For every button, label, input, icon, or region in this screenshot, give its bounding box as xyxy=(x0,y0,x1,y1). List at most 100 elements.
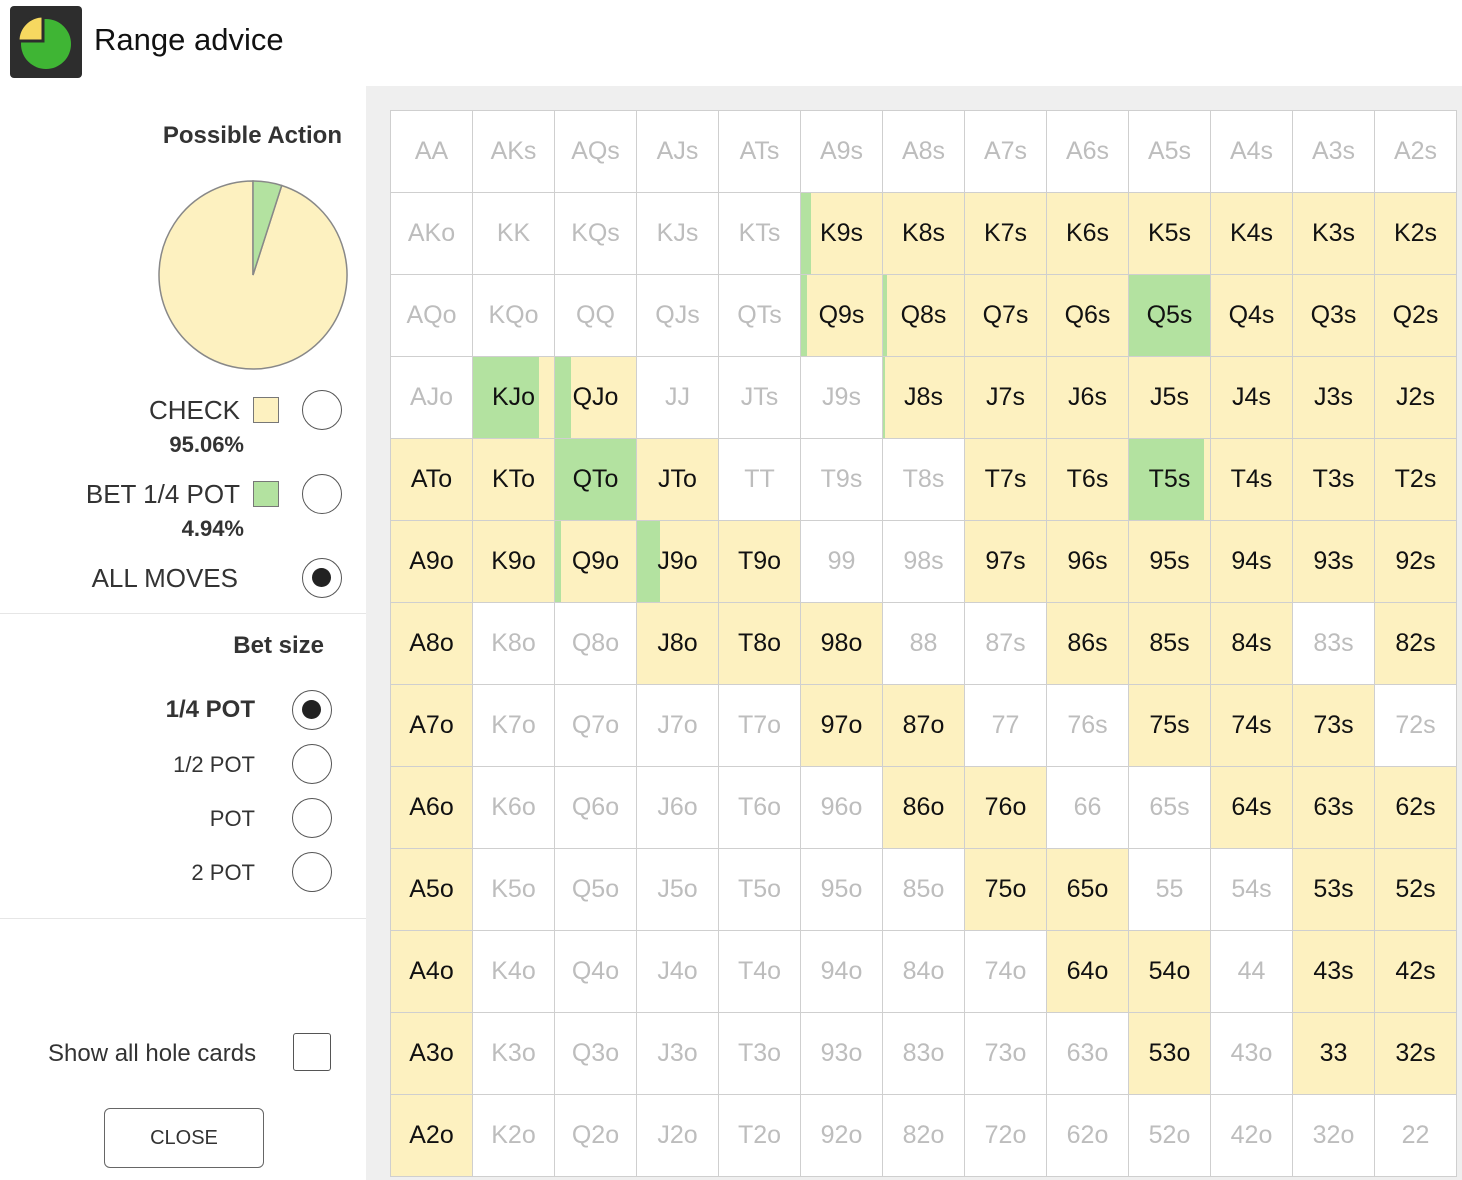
hand-cell[interactable]: J6s xyxy=(1047,357,1129,439)
hand-cell[interactable]: Q9o xyxy=(555,521,637,603)
hand-cell[interactable]: K2o xyxy=(473,1095,555,1177)
hand-cell[interactable]: 33 xyxy=(1293,1013,1375,1095)
hand-cell[interactable]: K5s xyxy=(1129,193,1211,275)
hand-cell[interactable]: 85s xyxy=(1129,603,1211,685)
hand-cell[interactable]: AJo xyxy=(391,357,473,439)
hand-cell[interactable]: AA xyxy=(391,111,473,193)
hand-cell[interactable]: 85o xyxy=(883,849,965,931)
hand-cell[interactable]: TT xyxy=(719,439,801,521)
hand-cell[interactable]: A8o xyxy=(391,603,473,685)
hand-cell[interactable]: 98o xyxy=(801,603,883,685)
bet-size-two-pot-radio[interactable] xyxy=(292,852,332,892)
hand-cell[interactable]: J8s xyxy=(883,357,965,439)
hand-cell[interactable]: 96s xyxy=(1047,521,1129,603)
hand-cell[interactable]: A9s xyxy=(801,111,883,193)
hand-cell[interactable]: 43s xyxy=(1293,931,1375,1013)
hand-cell[interactable]: AJs xyxy=(637,111,719,193)
hand-cell[interactable]: 96o xyxy=(801,767,883,849)
hand-cell[interactable]: 74s xyxy=(1211,685,1293,767)
hand-cell[interactable]: 52o xyxy=(1129,1095,1211,1177)
hand-cell[interactable]: Q7o xyxy=(555,685,637,767)
hand-cell[interactable]: T4o xyxy=(719,931,801,1013)
hand-cell[interactable]: 94s xyxy=(1211,521,1293,603)
bet-quarter-pot-radio[interactable] xyxy=(302,474,342,514)
hand-cell[interactable]: KK xyxy=(473,193,555,275)
hand-cell[interactable]: A4s xyxy=(1211,111,1293,193)
hand-cell[interactable]: QTs xyxy=(719,275,801,357)
hand-cell[interactable]: J7o xyxy=(637,685,719,767)
hand-cell[interactable]: J6o xyxy=(637,767,719,849)
hand-cell[interactable]: Q2s xyxy=(1375,275,1457,357)
hand-cell[interactable]: 65o xyxy=(1047,849,1129,931)
hand-cell[interactable]: A5o xyxy=(391,849,473,931)
hand-cell[interactable]: JTs xyxy=(719,357,801,439)
hand-cell[interactable]: 97o xyxy=(801,685,883,767)
hand-cell[interactable]: 86s xyxy=(1047,603,1129,685)
bet-size-half-pot-radio[interactable] xyxy=(292,744,332,784)
hand-cell[interactable]: K3o xyxy=(473,1013,555,1095)
hand-cell[interactable]: Q8s xyxy=(883,275,965,357)
hand-cell[interactable]: J2s xyxy=(1375,357,1457,439)
hand-cell[interactable]: 64s xyxy=(1211,767,1293,849)
hand-cell[interactable]: T5o xyxy=(719,849,801,931)
hand-cell[interactable]: Q3s xyxy=(1293,275,1375,357)
hand-cell[interactable]: J2o xyxy=(637,1095,719,1177)
hand-cell[interactable]: J9s xyxy=(801,357,883,439)
hand-cell[interactable]: 32s xyxy=(1375,1013,1457,1095)
hand-cell[interactable]: QQ xyxy=(555,275,637,357)
all-moves-radio[interactable] xyxy=(302,558,342,598)
hand-cell[interactable]: A7o xyxy=(391,685,473,767)
hand-cell[interactable]: Q5o xyxy=(555,849,637,931)
hand-cell[interactable]: J7s xyxy=(965,357,1047,439)
hand-cell[interactable]: J3s xyxy=(1293,357,1375,439)
hand-cell[interactable]: AQs xyxy=(555,111,637,193)
hand-cell[interactable]: ATo xyxy=(391,439,473,521)
hand-cell[interactable]: 63s xyxy=(1293,767,1375,849)
hand-cell[interactable]: 65s xyxy=(1129,767,1211,849)
hand-cell[interactable]: K8o xyxy=(473,603,555,685)
hand-cell[interactable]: QJo xyxy=(555,357,637,439)
hand-cell[interactable]: 86o xyxy=(883,767,965,849)
hand-cell[interactable]: Q8o xyxy=(555,603,637,685)
hand-cell[interactable]: 54o xyxy=(1129,931,1211,1013)
hand-cell[interactable]: 82s xyxy=(1375,603,1457,685)
hand-cell[interactable]: Q6s xyxy=(1047,275,1129,357)
hand-cell[interactable]: T6s xyxy=(1047,439,1129,521)
hand-cell[interactable]: J4o xyxy=(637,931,719,1013)
hand-cell[interactable]: T9o xyxy=(719,521,801,603)
hand-cell[interactable]: Q9s xyxy=(801,275,883,357)
hand-cell[interactable]: Q3o xyxy=(555,1013,637,1095)
hand-cell[interactable]: 74o xyxy=(965,931,1047,1013)
hand-cell[interactable]: A3s xyxy=(1293,111,1375,193)
hand-cell[interactable]: A2o xyxy=(391,1095,473,1177)
hand-cell[interactable]: Q2o xyxy=(555,1095,637,1177)
hand-cell[interactable]: 72o xyxy=(965,1095,1047,1177)
hand-cell[interactable]: 75o xyxy=(965,849,1047,931)
hand-cell[interactable]: 22 xyxy=(1375,1095,1457,1177)
hand-cell[interactable]: 42s xyxy=(1375,931,1457,1013)
hand-cell[interactable]: 93o xyxy=(801,1013,883,1095)
hand-cell[interactable]: T2s xyxy=(1375,439,1457,521)
hand-cell[interactable]: K4o xyxy=(473,931,555,1013)
hand-cell[interactable]: Q7s xyxy=(965,275,1047,357)
hand-cell[interactable]: 43o xyxy=(1211,1013,1293,1095)
hand-cell[interactable]: J8o xyxy=(637,603,719,685)
hand-cell[interactable]: QJs xyxy=(637,275,719,357)
hand-cell[interactable]: 73s xyxy=(1293,685,1375,767)
hand-cell[interactable]: 53s xyxy=(1293,849,1375,931)
hand-cell[interactable]: 93s xyxy=(1293,521,1375,603)
hand-cell[interactable]: A4o xyxy=(391,931,473,1013)
hand-cell[interactable]: 92s xyxy=(1375,521,1457,603)
hand-cell[interactable]: T5s xyxy=(1129,439,1211,521)
hand-cell[interactable]: 42o xyxy=(1211,1095,1293,1177)
hand-cell[interactable]: 53o xyxy=(1129,1013,1211,1095)
hand-cell[interactable]: Q5s xyxy=(1129,275,1211,357)
hand-cell[interactable]: K2s xyxy=(1375,193,1457,275)
hand-cell[interactable]: AQo xyxy=(391,275,473,357)
hand-cell[interactable]: T4s xyxy=(1211,439,1293,521)
hand-cell[interactable]: A9o xyxy=(391,521,473,603)
hand-cell[interactable]: 77 xyxy=(965,685,1047,767)
hand-cell[interactable]: T2o xyxy=(719,1095,801,1177)
hand-cell[interactable]: KQo xyxy=(473,275,555,357)
hand-cell[interactable]: KJo xyxy=(473,357,555,439)
